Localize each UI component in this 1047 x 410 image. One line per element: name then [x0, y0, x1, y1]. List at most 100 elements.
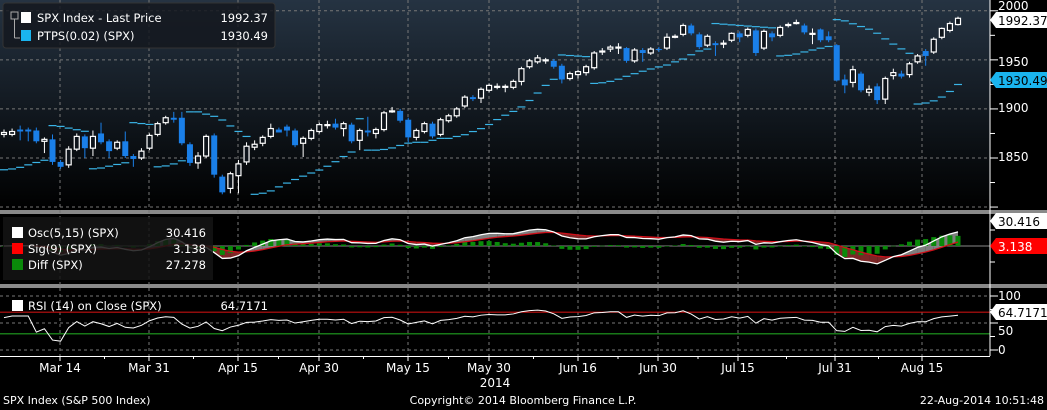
legend-value-rsi: 64.7171 [220, 299, 268, 313]
candle [833, 44, 840, 82]
candle [817, 28, 824, 43]
last-price-tag: 1992.37 [990, 12, 1047, 28]
candle-body-up [154, 123, 161, 136]
candle [550, 58, 557, 69]
candle-body-up [793, 21, 800, 25]
candle [283, 124, 290, 137]
candle [453, 106, 460, 118]
candle-body-up [534, 57, 541, 63]
candle-body-up [890, 72, 897, 77]
legend-label-rsi: RSI (14) on Close (SPX) [28, 299, 162, 313]
diff-bar [809, 246, 815, 248]
candle-body-down [655, 49, 662, 51]
candle-body-up [631, 49, 638, 62]
panel-divider[interactable] [0, 284, 1047, 288]
diff-bar [615, 245, 621, 246]
price-legend[interactable]: SPX Index - Last Price 1992.37 PTPS(0.02… [2, 2, 276, 49]
candle [760, 29, 768, 51]
candle-body-down [364, 130, 371, 133]
candle-body-down [292, 130, 299, 146]
candle-body-up [235, 163, 242, 177]
candle [300, 136, 307, 158]
candle [857, 71, 864, 93]
rsi-line [3, 309, 959, 342]
candle-body-up [65, 148, 72, 166]
candle [106, 139, 113, 158]
candle-body-up [259, 136, 266, 144]
candle-body-up [680, 24, 687, 35]
diff-bar [583, 246, 589, 250]
diff-bar [712, 246, 718, 249]
candle [882, 76, 889, 105]
candle-body-down [696, 34, 703, 48]
diff-bar [454, 243, 460, 246]
diff-bar [518, 242, 524, 246]
candle-body-down [736, 33, 743, 38]
candle [696, 32, 703, 50]
legend-label-diff: Diff (SPX) [28, 258, 83, 272]
candle [146, 133, 153, 151]
candle [906, 61, 913, 78]
candle [922, 49, 929, 66]
candle-body-down [688, 25, 695, 34]
diff-bar [882, 246, 888, 250]
candle [946, 21, 954, 33]
candle-body-up [267, 127, 274, 138]
x-tick-label: Mar 31 [128, 361, 170, 375]
candle [413, 128, 420, 141]
rsi-series [0, 309, 990, 342]
legend-swatch-sig [12, 243, 23, 254]
sig-tag: 3.138 [990, 238, 1047, 254]
diff-bar [567, 246, 573, 250]
diff-bar [373, 246, 379, 248]
legend-label-osc: Osc(5,15) (SPX) [28, 226, 119, 240]
candle-body-up [41, 138, 48, 142]
diff-bar [235, 246, 241, 250]
panel-divider[interactable] [0, 210, 1047, 214]
diff-bar [478, 241, 484, 246]
osc-sig-fill [869, 254, 878, 264]
rsi-legend[interactable]: RSI (14) on Close (SPX) 64.7171 [12, 299, 268, 313]
diff-bar [801, 246, 807, 247]
candle [720, 40, 727, 49]
candle [17, 125, 24, 141]
diff-bar [446, 245, 452, 246]
oscillator-legend[interactable]: Osc(5,15) (SPX) 30.416 Sig(9) (SPX) 3.13… [3, 217, 213, 280]
candle-body-up [324, 124, 331, 127]
candle [81, 134, 88, 158]
osc-legend-box [3, 217, 213, 280]
candle [445, 113, 452, 123]
candle-body-up [720, 42, 727, 45]
diff-bar [551, 245, 557, 247]
candle [33, 127, 40, 144]
candle [930, 37, 937, 54]
candle [364, 116, 371, 137]
candle-body-up [388, 110, 396, 113]
candle [874, 83, 881, 105]
candle [259, 135, 266, 147]
diff-bar [607, 245, 613, 246]
legend-label-sar: PTPS(0.02) (SPX) [37, 29, 135, 43]
sig-tag-text: 3.138 [998, 240, 1032, 254]
diff-bar [591, 246, 597, 247]
candle-body-down [769, 33, 776, 38]
candle [785, 22, 792, 28]
diff-bar [818, 246, 824, 249]
candle [122, 131, 129, 158]
candle [211, 133, 218, 178]
diff-bar [793, 244, 799, 246]
candle [194, 152, 202, 169]
candle-body-down [219, 176, 226, 193]
candle [583, 64, 590, 76]
candle [73, 133, 80, 152]
diff-bar [413, 246, 419, 249]
candle-body-up [954, 17, 962, 26]
diff-bar [397, 244, 403, 246]
candle-body-up [114, 141, 121, 149]
candle-body-up [849, 69, 856, 84]
candle-body-up [566, 72, 574, 80]
candle [437, 117, 444, 137]
diff-bar [721, 246, 727, 250]
